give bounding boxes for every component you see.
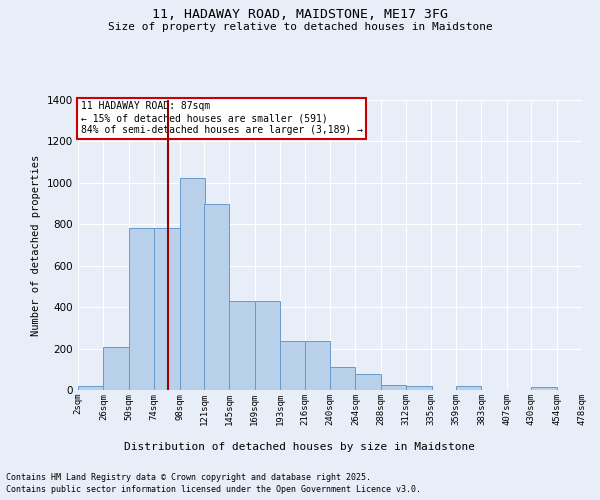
- Text: 11 HADAWAY ROAD: 87sqm
← 15% of detached houses are smaller (591)
84% of semi-de: 11 HADAWAY ROAD: 87sqm ← 15% of detached…: [80, 102, 362, 134]
- Bar: [406, 386, 431, 390]
- Bar: [129, 228, 154, 390]
- Bar: [78, 386, 103, 390]
- Text: Contains HM Land Registry data © Crown copyright and database right 2025.: Contains HM Land Registry data © Crown c…: [6, 472, 371, 482]
- Bar: [204, 204, 229, 390]
- Text: Size of property relative to detached houses in Maidstone: Size of property relative to detached ho…: [107, 22, 493, 32]
- Bar: [381, 385, 406, 390]
- Text: Distribution of detached houses by size in Maidstone: Distribution of detached houses by size …: [125, 442, 476, 452]
- Y-axis label: Number of detached properties: Number of detached properties: [31, 154, 41, 336]
- Bar: [255, 301, 280, 390]
- Bar: [103, 346, 129, 390]
- Bar: [355, 374, 381, 390]
- Bar: [330, 367, 355, 390]
- Text: 11, HADAWAY ROAD, MAIDSTONE, ME17 3FG: 11, HADAWAY ROAD, MAIDSTONE, ME17 3FG: [152, 8, 448, 20]
- Bar: [456, 386, 481, 390]
- Bar: [154, 228, 179, 390]
- Bar: [305, 342, 330, 390]
- Text: Contains public sector information licensed under the Open Government Licence v3: Contains public sector information licen…: [6, 485, 421, 494]
- Bar: [280, 342, 305, 390]
- Bar: [179, 178, 205, 390]
- Bar: [229, 301, 255, 390]
- Bar: [531, 387, 557, 390]
